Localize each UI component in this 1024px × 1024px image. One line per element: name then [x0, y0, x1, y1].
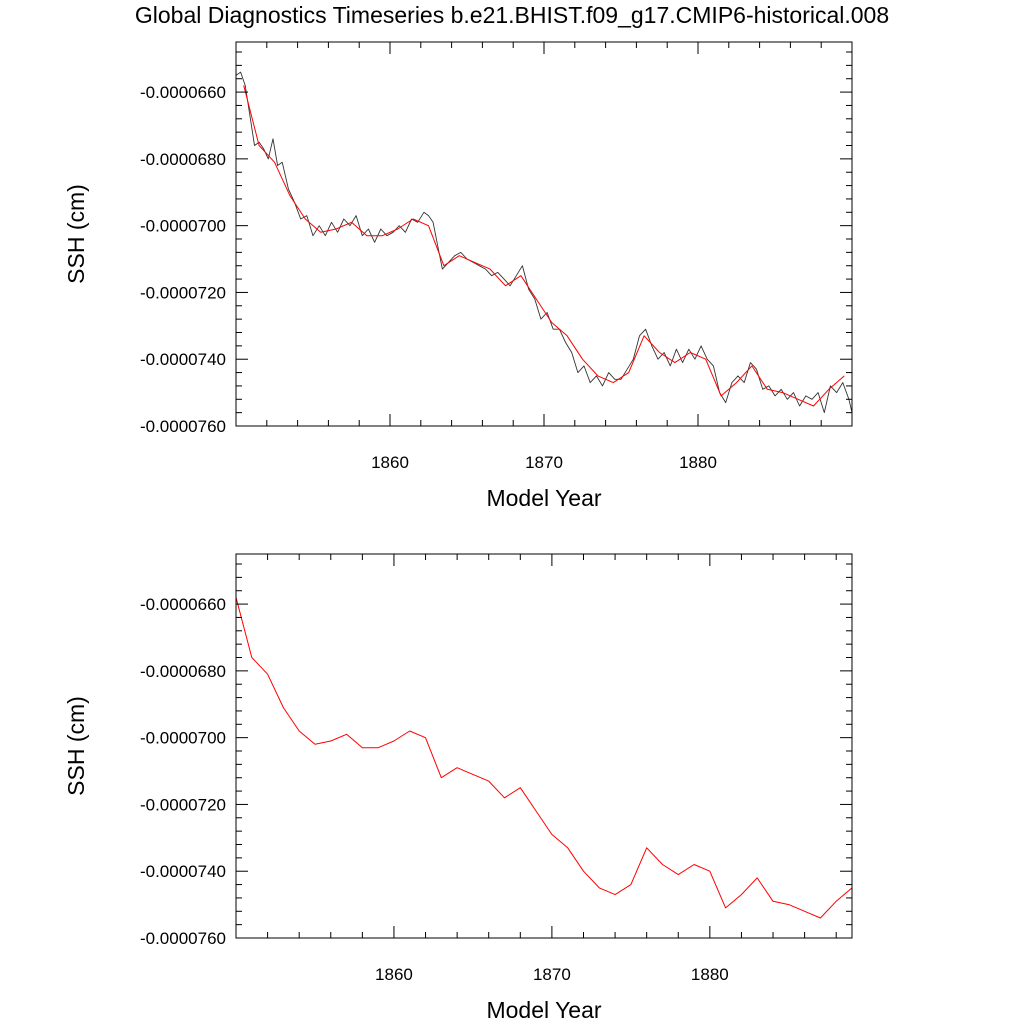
panel2-y-tick-label: -0.0000700 — [140, 729, 226, 748]
panel1-x-tick-label: 1880 — [679, 453, 717, 472]
panel2-x-tick-label: 1880 — [691, 965, 729, 984]
panel1-y-tick-label: -0.0000700 — [140, 217, 226, 236]
panel1-y-tick-label: -0.0000760 — [140, 417, 226, 436]
panel1-y-tick-label: -0.0000740 — [140, 350, 226, 369]
panel2-y-tick-label: -0.0000720 — [140, 795, 226, 814]
panel2-series-group — [236, 597, 852, 919]
panel2-x-axis-title: Model Year — [486, 997, 601, 1023]
panel1-series-group — [236, 71, 852, 414]
panel1-x-axis-title: Model Year — [486, 485, 601, 511]
panel2-x-tick-label: 1870 — [533, 965, 571, 984]
panel2-y-axis-title: SSH (cm) — [63, 696, 89, 796]
panel1-series-monthly-line — [236, 71, 852, 414]
panel2-y-tick-label: -0.0000660 — [140, 595, 226, 614]
panel2-y-tick-label: -0.0000760 — [140, 929, 226, 948]
panel2-y-tick-label: -0.0000740 — [140, 862, 226, 881]
panel1-y-tick-label: -0.0000680 — [140, 150, 226, 169]
page-title: Global Diagnostics Timeseries b.e21.BHIS… — [134, 2, 890, 28]
panel2-x-tick-label: 1860 — [375, 965, 413, 984]
panel1-y-tick-label: -0.0000720 — [140, 283, 226, 302]
panel1-plot-frame — [235, 41, 853, 427]
top-panel: -0.0000660 -0.0000680 -0.0000700 -0.0000720… — [63, 41, 853, 511]
bottom-panel: -0.0000660 -0.0000680 -0.0000700 -0.0000720… — [63, 553, 853, 1023]
panel1-x-tick-label: 1870 — [525, 453, 563, 472]
panel2-plot-frame — [235, 553, 853, 939]
panel1-series-annual-mean-line — [243, 85, 845, 407]
panel2-series-annual-mean-line — [236, 597, 852, 919]
panel1-y-axis-title: SSH (cm) — [63, 184, 89, 284]
panel1-y-tick-label: -0.0000660 — [140, 83, 226, 102]
panel2-y-tick-label: -0.0000680 — [140, 662, 226, 681]
panel1-x-tick-label: 1860 — [371, 453, 409, 472]
